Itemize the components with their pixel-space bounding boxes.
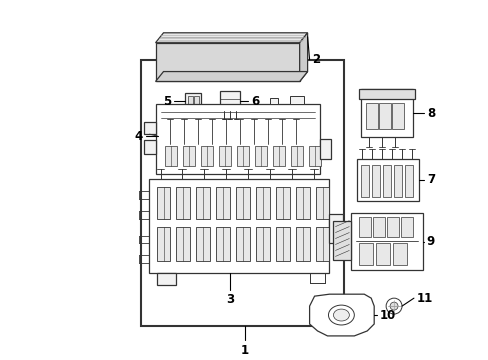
Bar (383, 165, 390, 197)
Bar (361, 89, 412, 137)
Text: 8: 8 (426, 107, 434, 120)
Bar (290, 146, 302, 166)
Bar (220, 91, 240, 111)
Bar (176, 187, 190, 219)
Ellipse shape (333, 309, 348, 321)
Bar (357, 159, 418, 201)
Circle shape (386, 298, 401, 314)
Polygon shape (309, 294, 373, 336)
Bar (359, 217, 370, 237)
Bar (155, 104, 319, 174)
Bar (201, 146, 213, 166)
Bar (371, 165, 379, 197)
Bar (289, 96, 303, 104)
Polygon shape (359, 89, 414, 99)
Bar (194, 96, 199, 105)
Polygon shape (155, 72, 307, 81)
Bar (315, 226, 329, 261)
Bar (275, 187, 289, 219)
Bar (185, 94, 201, 109)
Bar (196, 187, 210, 219)
Circle shape (389, 302, 397, 310)
Bar (386, 217, 398, 237)
Bar (319, 139, 331, 159)
Bar (366, 103, 377, 129)
Bar (329, 214, 343, 243)
Bar (183, 146, 195, 166)
Bar (196, 226, 210, 261)
Bar (350, 213, 422, 270)
Bar (165, 146, 177, 166)
Bar (237, 146, 248, 166)
Text: 7: 7 (426, 174, 434, 186)
Bar (308, 146, 320, 166)
Ellipse shape (328, 305, 354, 325)
Bar (255, 226, 269, 261)
Bar (404, 165, 412, 197)
Bar (315, 187, 329, 219)
Bar (375, 243, 389, 265)
Bar (159, 131, 164, 141)
Text: 6: 6 (250, 95, 259, 108)
Text: 1: 1 (241, 344, 248, 357)
Bar (372, 217, 385, 237)
Bar (295, 226, 309, 261)
Text: 10: 10 (379, 309, 396, 321)
Polygon shape (156, 273, 176, 285)
Polygon shape (333, 221, 350, 260)
Bar (219, 146, 231, 166)
Bar (141, 60, 344, 326)
Bar (176, 226, 190, 261)
Polygon shape (155, 43, 299, 81)
Bar (236, 187, 249, 219)
Text: 4: 4 (134, 130, 142, 143)
Bar (269, 98, 277, 104)
Bar (156, 226, 170, 261)
Bar (188, 96, 193, 105)
Bar (143, 140, 155, 154)
Bar (157, 128, 171, 144)
Text: 5: 5 (163, 95, 171, 108)
Bar (165, 131, 170, 141)
Bar (378, 103, 390, 129)
Text: 11: 11 (416, 292, 432, 305)
Bar (361, 165, 368, 197)
Text: 9: 9 (426, 235, 434, 248)
Text: 2: 2 (312, 53, 320, 66)
Bar (275, 226, 289, 261)
Bar (359, 243, 372, 265)
Polygon shape (155, 33, 307, 43)
Bar (216, 226, 230, 261)
Bar (255, 187, 269, 219)
Bar (236, 226, 249, 261)
Polygon shape (299, 33, 307, 81)
Bar (254, 146, 266, 166)
Bar (393, 165, 401, 197)
Bar (400, 217, 412, 237)
Bar (295, 187, 309, 219)
Bar (392, 243, 406, 265)
Text: 3: 3 (225, 293, 234, 306)
Bar (391, 103, 403, 129)
Bar (216, 187, 230, 219)
Bar (156, 187, 170, 219)
Bar (143, 122, 155, 134)
Bar (272, 146, 284, 166)
Bar (148, 179, 329, 273)
